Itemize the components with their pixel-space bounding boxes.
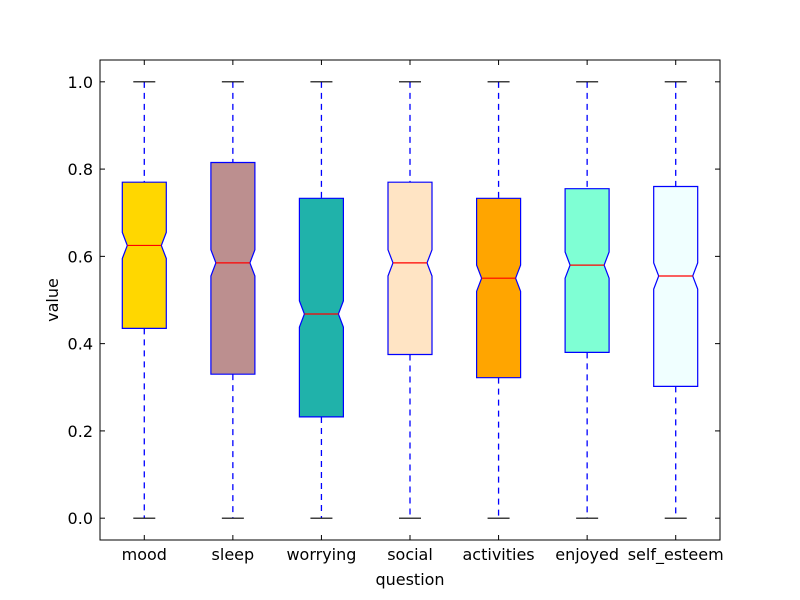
box-social (387, 181, 433, 356)
x-axis-label: question (375, 570, 444, 589)
y-tick-label: 0.4 (68, 335, 93, 354)
y-tick-label: 0.2 (68, 422, 93, 441)
x-tick-label-activities: activities (463, 545, 535, 564)
y-tick-label: 0.8 (68, 160, 93, 179)
y-tick-label: 0.0 (68, 509, 93, 528)
x-tick-label-mood: mood (122, 545, 167, 564)
tick-layer: mood sleep worrying social activities enjoyed… (68, 60, 724, 565)
y-axis-label: value (43, 278, 62, 322)
y-tick-label: 0.6 (68, 247, 93, 266)
x-tick-label-self_esteem: self_esteem (628, 545, 724, 565)
x-tick-label-worrying: worrying (286, 545, 356, 564)
box-sleep (210, 161, 256, 375)
x-tick-label-enjoyed: enjoyed (555, 545, 619, 564)
box-mood (121, 181, 167, 329)
x-tick-label-sleep: sleep (212, 545, 255, 564)
box-enjoyed (564, 188, 610, 353)
y-tick-label: 1.0 (68, 73, 93, 92)
box-activities (476, 197, 522, 379)
plot-layer (121, 81, 699, 519)
box-self_esteem (653, 185, 699, 387)
box-worrying (298, 197, 344, 418)
x-tick-label-social: social (387, 545, 433, 564)
